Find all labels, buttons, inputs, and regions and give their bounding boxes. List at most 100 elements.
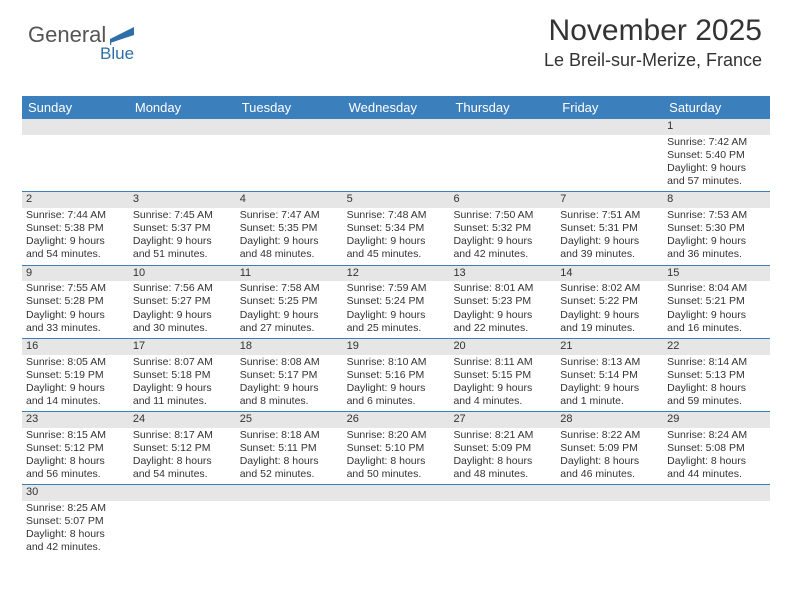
weekday-header: Friday [556,96,663,119]
detail-line: and 42 minutes. [26,541,125,554]
day-cell: 20Sunrise: 8:11 AMSunset: 5:15 PMDayligh… [449,339,556,411]
empty-cell [343,485,450,557]
day-cell: 14Sunrise: 8:02 AMSunset: 5:22 PMDayligh… [556,266,663,338]
detail-line: Sunrise: 7:58 AM [240,282,339,295]
location-subtitle: Le Breil-sur-Merize, France [544,50,762,71]
day-details: Sunrise: 8:05 AMSunset: 5:19 PMDaylight:… [22,355,129,412]
detail-line: Sunset: 5:17 PM [240,369,339,382]
day-cell: 8Sunrise: 7:53 AMSunset: 5:30 PMDaylight… [663,192,770,264]
day-number: 26 [343,412,450,428]
day-details: Sunrise: 8:21 AMSunset: 5:09 PMDaylight:… [449,428,556,485]
detail-line: Sunset: 5:13 PM [667,369,766,382]
day-cell: 26Sunrise: 8:20 AMSunset: 5:10 PMDayligh… [343,412,450,484]
detail-line: and 11 minutes. [133,395,232,408]
day-cell: 28Sunrise: 8:22 AMSunset: 5:09 PMDayligh… [556,412,663,484]
detail-line: Daylight: 9 hours [240,382,339,395]
day-number: 9 [22,266,129,282]
detail-line: Daylight: 8 hours [26,528,125,541]
day-number: 24 [129,412,236,428]
detail-line: and 52 minutes. [240,468,339,481]
detail-line: Sunset: 5:32 PM [453,222,552,235]
detail-line: Sunset: 5:34 PM [347,222,446,235]
day-number [343,485,450,501]
empty-cell [663,485,770,557]
detail-line: Sunrise: 7:50 AM [453,209,552,222]
detail-line: Sunrise: 7:47 AM [240,209,339,222]
empty-cell [236,485,343,557]
day-details: Sunrise: 7:55 AMSunset: 5:28 PMDaylight:… [22,281,129,338]
day-number: 23 [22,412,129,428]
detail-line: Sunset: 5:23 PM [453,295,552,308]
day-number: 16 [22,339,129,355]
day-number: 19 [343,339,450,355]
day-number: 7 [556,192,663,208]
detail-line: Daylight: 9 hours [133,382,232,395]
day-number: 12 [343,266,450,282]
detail-line: Sunrise: 8:07 AM [133,356,232,369]
day-cell: 21Sunrise: 8:13 AMSunset: 5:14 PMDayligh… [556,339,663,411]
detail-line: Daylight: 9 hours [133,309,232,322]
detail-line: Sunrise: 8:21 AM [453,429,552,442]
day-cell: 9Sunrise: 7:55 AMSunset: 5:28 PMDaylight… [22,266,129,338]
day-number [236,485,343,501]
calendar-grid: SundayMondayTuesdayWednesdayThursdayFrid… [22,96,770,558]
detail-line: Daylight: 9 hours [667,309,766,322]
day-number: 18 [236,339,343,355]
week-row: 30Sunrise: 8:25 AMSunset: 5:07 PMDayligh… [22,485,770,557]
detail-line: Sunset: 5:08 PM [667,442,766,455]
detail-line: Sunset: 5:19 PM [26,369,125,382]
day-cell: 25Sunrise: 8:18 AMSunset: 5:11 PMDayligh… [236,412,343,484]
detail-line: and 59 minutes. [667,395,766,408]
detail-line: Daylight: 8 hours [347,455,446,468]
day-number: 3 [129,192,236,208]
day-number [22,119,129,135]
day-cell: 7Sunrise: 7:51 AMSunset: 5:31 PMDaylight… [556,192,663,264]
day-cell: 29Sunrise: 8:24 AMSunset: 5:08 PMDayligh… [663,412,770,484]
detail-line: Daylight: 9 hours [560,309,659,322]
weekday-header: Sunday [22,96,129,119]
empty-cell [556,119,663,191]
day-number: 15 [663,266,770,282]
day-details: Sunrise: 7:47 AMSunset: 5:35 PMDaylight:… [236,208,343,265]
detail-line: Daylight: 9 hours [560,235,659,248]
day-cell: 17Sunrise: 8:07 AMSunset: 5:18 PMDayligh… [129,339,236,411]
detail-line: Sunset: 5:12 PM [26,442,125,455]
detail-line: Daylight: 8 hours [133,455,232,468]
day-details: Sunrise: 8:02 AMSunset: 5:22 PMDaylight:… [556,281,663,338]
weekday-header: Tuesday [236,96,343,119]
detail-line: Sunset: 5:07 PM [26,515,125,528]
detail-line: Daylight: 9 hours [133,235,232,248]
day-cell: 18Sunrise: 8:08 AMSunset: 5:17 PMDayligh… [236,339,343,411]
detail-line: Sunrise: 8:13 AM [560,356,659,369]
day-details: Sunrise: 7:53 AMSunset: 5:30 PMDaylight:… [663,208,770,265]
month-title: November 2025 [544,14,762,48]
empty-cell [22,119,129,191]
day-number [129,485,236,501]
detail-line: Sunrise: 7:59 AM [347,282,446,295]
day-cell: 19Sunrise: 8:10 AMSunset: 5:16 PMDayligh… [343,339,450,411]
day-number [449,119,556,135]
detail-line: Daylight: 9 hours [26,235,125,248]
day-details: Sunrise: 7:42 AMSunset: 5:40 PMDaylight:… [663,135,770,192]
day-cell: 4Sunrise: 7:47 AMSunset: 5:35 PMDaylight… [236,192,343,264]
day-number [556,485,663,501]
day-number: 25 [236,412,343,428]
detail-line: Sunrise: 8:02 AM [560,282,659,295]
day-number: 11 [236,266,343,282]
week-row: 9Sunrise: 7:55 AMSunset: 5:28 PMDaylight… [22,266,770,339]
day-cell: 11Sunrise: 7:58 AMSunset: 5:25 PMDayligh… [236,266,343,338]
empty-cell [236,119,343,191]
detail-line: Sunset: 5:24 PM [347,295,446,308]
detail-line: Sunset: 5:14 PM [560,369,659,382]
detail-line: Sunset: 5:22 PM [560,295,659,308]
day-number: 4 [236,192,343,208]
empty-cell [449,119,556,191]
detail-line: Sunrise: 8:01 AM [453,282,552,295]
detail-line: Sunset: 5:38 PM [26,222,125,235]
brand-part1: General [28,22,106,48]
day-number: 29 [663,412,770,428]
day-details: Sunrise: 7:44 AMSunset: 5:38 PMDaylight:… [22,208,129,265]
detail-line: Sunrise: 8:11 AM [453,356,552,369]
detail-line: Sunset: 5:10 PM [347,442,446,455]
day-number [236,119,343,135]
